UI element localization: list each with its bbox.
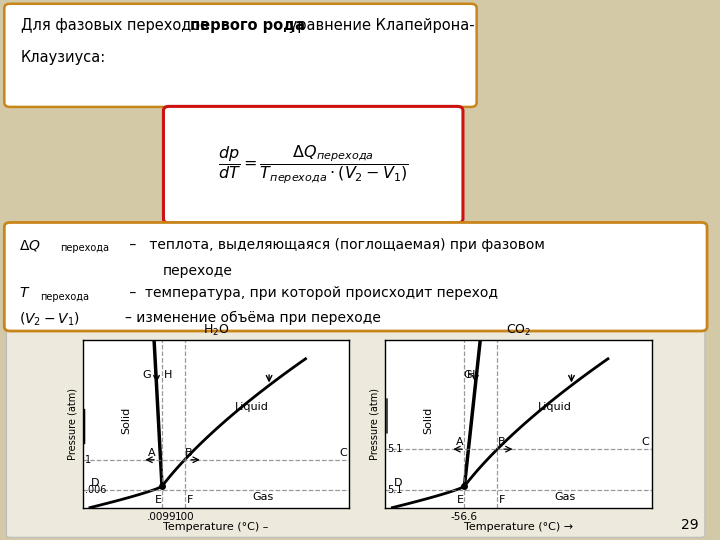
Text: 5.1: 5.1 — [387, 444, 402, 454]
Text: D: D — [394, 478, 402, 489]
Text: G: G — [143, 370, 151, 380]
Text: Solid: Solid — [121, 406, 131, 434]
Text: B: B — [498, 437, 505, 447]
Text: A: A — [148, 448, 156, 457]
Text: –   теплота, выделяющаяся (поглощаемая) при фазовом: – теплота, выделяющаяся (поглощаемая) пр… — [125, 238, 545, 252]
Text: $T$: $T$ — [19, 286, 30, 300]
Text: Temperature (°C) →: Temperature (°C) → — [464, 522, 573, 532]
Text: $(V_2 - V_1)$: $(V_2 - V_1)$ — [19, 310, 79, 328]
Text: Liquid: Liquid — [235, 402, 269, 411]
Text: D: D — [91, 478, 99, 489]
Text: F: F — [499, 496, 505, 505]
Text: Клаузиуса:: Клаузиуса: — [21, 50, 106, 65]
Text: Pressure (atm): Pressure (atm) — [370, 388, 380, 460]
Text: H: H — [164, 370, 173, 380]
Text: B: B — [185, 448, 193, 457]
Text: 29: 29 — [681, 518, 698, 532]
Text: $\dfrac{dp}{dT} = \dfrac{\Delta Q_{\mathit{перехода}}}{T_{\mathit{перехода}}\cdo: $\dfrac{dp}{dT} = \dfrac{\Delta Q_{\math… — [217, 144, 409, 186]
Text: Solid: Solid — [423, 406, 433, 434]
Text: Pressure (atm): Pressure (atm) — [68, 388, 78, 460]
Text: – изменение объёма при переходе: – изменение объёма при переходе — [125, 310, 381, 325]
Text: C: C — [339, 448, 347, 457]
Text: перехода: перехода — [40, 292, 89, 302]
Text: Для фазовых переходов: Для фазовых переходов — [21, 18, 213, 33]
Text: Gas: Gas — [252, 492, 274, 502]
Text: Gas: Gas — [554, 492, 576, 502]
Text: E: E — [155, 496, 162, 505]
Text: E: E — [457, 496, 464, 505]
FancyBboxPatch shape — [163, 106, 463, 223]
Text: .0099: .0099 — [147, 511, 177, 522]
Text: –  температура, при которой происходит переход: – температура, при которой происходит пе… — [125, 286, 498, 300]
Text: G: G — [463, 370, 472, 380]
Text: .006: .006 — [85, 485, 106, 495]
Text: переходе: переходе — [163, 264, 233, 278]
Text: A: A — [456, 437, 463, 447]
FancyBboxPatch shape — [4, 222, 707, 331]
Text: H$_2$O: H$_2$O — [203, 322, 229, 338]
Text: первого рода: первого рода — [190, 18, 305, 33]
Text: H: H — [467, 370, 475, 380]
Text: перехода: перехода — [60, 243, 109, 253]
Text: F: F — [186, 496, 193, 505]
Text: -56.6: -56.6 — [451, 511, 478, 522]
Text: C: C — [642, 437, 649, 447]
Text: уравнение Клапейрона-: уравнение Клапейрона- — [284, 18, 474, 33]
Text: Temperature (°C) –: Temperature (°C) – — [163, 522, 269, 532]
Text: 100: 100 — [175, 511, 194, 522]
Text: Liquid: Liquid — [537, 402, 572, 411]
FancyBboxPatch shape — [6, 329, 705, 537]
Text: CO$_2$: CO$_2$ — [505, 322, 531, 338]
FancyBboxPatch shape — [4, 4, 477, 107]
Text: 5.1: 5.1 — [387, 485, 402, 495]
Text: 1: 1 — [85, 455, 91, 465]
Text: $\Delta Q$: $\Delta Q$ — [19, 238, 40, 253]
